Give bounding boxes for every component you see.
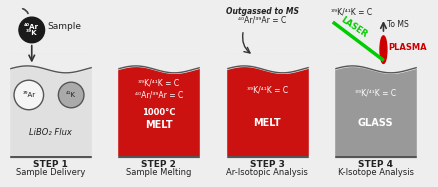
Text: ³⁹K/⁴¹K = C: ³⁹K/⁴¹K = C: [138, 79, 180, 88]
Text: ⁴⁰Ar: ⁴⁰Ar: [24, 24, 39, 30]
Text: GLASS: GLASS: [358, 118, 393, 128]
Text: K-Isotope Analysis: K-Isotope Analysis: [338, 168, 413, 177]
FancyBboxPatch shape: [329, 55, 422, 157]
Text: Ar-Isotopic Analysis: Ar-Isotopic Analysis: [226, 168, 308, 177]
Text: ³⁹K/⁴¹K = C: ³⁹K/⁴¹K = C: [355, 88, 396, 97]
FancyBboxPatch shape: [113, 55, 205, 157]
Text: ⁴⁰Ar/³⁹Ar = C: ⁴⁰Ar/³⁹Ar = C: [135, 91, 183, 99]
Text: ³⁹K: ³⁹K: [26, 30, 38, 36]
Text: Sample: Sample: [47, 22, 81, 30]
Text: Sample Melting: Sample Melting: [126, 168, 191, 177]
Text: PLASMA: PLASMA: [389, 43, 427, 52]
Text: ⁴¹K: ⁴¹K: [66, 92, 76, 98]
Text: Outgassed to MS: Outgassed to MS: [226, 7, 299, 16]
Text: LiBO₂ Flux: LiBO₂ Flux: [29, 128, 72, 137]
Text: ³⁹Ar: ³⁹Ar: [22, 92, 35, 98]
Text: Sample Delivery: Sample Delivery: [16, 168, 85, 177]
Text: STEP 2: STEP 2: [141, 160, 176, 169]
Text: To MS: To MS: [387, 20, 409, 29]
Circle shape: [58, 82, 84, 108]
Text: STEP 3: STEP 3: [250, 160, 285, 169]
Circle shape: [19, 17, 45, 43]
Text: ³⁹K/⁴¹K = C: ³⁹K/⁴¹K = C: [247, 85, 288, 95]
Text: STEP 4: STEP 4: [358, 160, 393, 169]
Text: MELT: MELT: [145, 119, 173, 130]
Text: MELT: MELT: [254, 118, 281, 128]
Circle shape: [14, 80, 43, 110]
FancyBboxPatch shape: [221, 55, 314, 157]
Text: LASER: LASER: [339, 15, 369, 39]
Ellipse shape: [380, 36, 387, 63]
Text: STEP 1: STEP 1: [33, 160, 68, 169]
FancyBboxPatch shape: [4, 55, 97, 157]
Text: 1000°C: 1000°C: [142, 108, 176, 117]
Text: ³⁹K/⁴¹K = C: ³⁹K/⁴¹K = C: [332, 7, 372, 16]
Text: ⁴⁰Ar/³⁹Ar = C: ⁴⁰Ar/³⁹Ar = C: [238, 15, 286, 24]
